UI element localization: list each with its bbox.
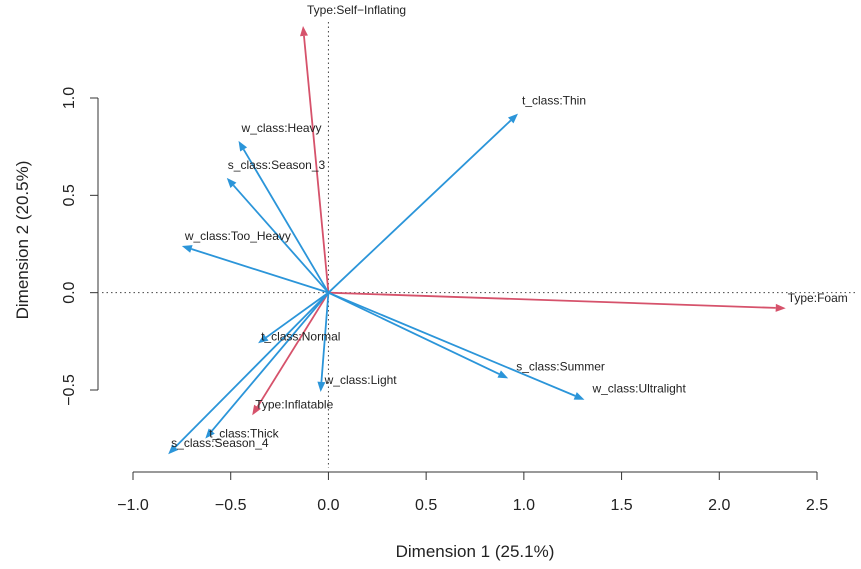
x-tick-label: 1.0: [513, 497, 535, 514]
x-tick-label: −0.5: [215, 497, 247, 514]
arrow-head: [573, 392, 585, 400]
arrow-label: w_class:Light: [324, 373, 398, 387]
arrow: [168, 292, 330, 455]
arrow: [328, 291, 509, 379]
arrow-head: [252, 404, 261, 416]
arrow-label: t_class:Thick: [209, 427, 279, 441]
arrow-shaft: [328, 291, 576, 397]
y-tick-label: 1.0: [61, 87, 78, 109]
arrow: [327, 113, 518, 294]
arrows-layer: [168, 25, 786, 455]
arrow-shaft: [174, 292, 330, 448]
y-tick-label: 0.0: [61, 281, 78, 303]
arrow-head: [497, 370, 509, 379]
arrow-label: t_class:Normal: [261, 329, 340, 343]
arrow: [328, 291, 786, 312]
arrow-shaft: [320, 292, 330, 383]
x-tick-label: 1.5: [610, 497, 632, 514]
arrow-label: w_class:Ultralight: [591, 382, 686, 396]
y-axis: −0.5 0.0 0.5 1.0: [61, 87, 99, 406]
arrow-label: w_class:Heavy: [241, 121, 322, 135]
arrow-head: [507, 113, 518, 124]
arrow: [226, 177, 330, 294]
arrow: [299, 25, 330, 293]
y-axis-title: Dimension 2 (20.5%): [13, 161, 32, 320]
arrow-head: [168, 444, 179, 455]
arrow-shaft: [191, 248, 329, 294]
reference-lines: [102, 22, 858, 468]
x-axis: −1.0 −0.5 0.0 0.5 1.0 1.5 2.0 2.5: [117, 471, 828, 514]
arrow: [252, 292, 330, 416]
arrow-shaft: [211, 292, 330, 432]
arrow: [238, 140, 330, 294]
arrow-label: t_class:Thin: [522, 94, 586, 108]
arrow-shaft: [328, 291, 776, 309]
arrow-label: Type:Foam: [788, 291, 848, 305]
arrow-head: [238, 140, 248, 152]
arrow-head: [205, 428, 215, 439]
arrow: [181, 245, 329, 294]
arrow-head: [299, 25, 308, 37]
x-tick-label: 0.0: [317, 497, 339, 514]
arrow-label: s_class:Summer: [516, 359, 605, 373]
arrow-shaft: [242, 148, 330, 294]
arrow: [328, 291, 585, 400]
arrow-labels-layer: Type:Self−Inflating Type:Foam Type:Inflata…: [171, 3, 848, 450]
arrow-shaft: [265, 291, 329, 339]
arrow-shaft: [256, 292, 330, 408]
arrow-label: Type:Self−Inflating: [307, 3, 406, 17]
arrow-shaft: [232, 184, 330, 294]
arrow-shaft: [303, 35, 330, 293]
arrow: [205, 292, 330, 439]
arrow-head: [226, 177, 237, 188]
arrow-shaft: [327, 119, 512, 294]
x-tick-label: −1.0: [117, 497, 149, 514]
x-axis-title: Dimension 1 (25.1%): [396, 542, 555, 561]
arrow-shaft: [328, 291, 500, 375]
arrow-label: s_class:Season_3: [228, 158, 326, 172]
y-tick-label: 0.5: [61, 184, 78, 206]
arrow-head: [317, 381, 326, 392]
arrow-head: [181, 245, 193, 253]
x-tick-label: 0.5: [415, 497, 437, 514]
arrow-head: [775, 303, 786, 312]
arrow-label: s_class:Season_4: [171, 436, 269, 450]
x-tick-label: 2.5: [806, 497, 828, 514]
y-tick-label: −0.5: [61, 374, 78, 406]
arrow: [317, 292, 330, 392]
arrow: [258, 291, 329, 344]
x-tick-label: 2.0: [708, 497, 730, 514]
arrow-label: Type:Inflatable: [255, 397, 333, 411]
arrow-head: [258, 334, 269, 344]
arrow-label: w_class:Too_Heavy: [184, 229, 291, 243]
